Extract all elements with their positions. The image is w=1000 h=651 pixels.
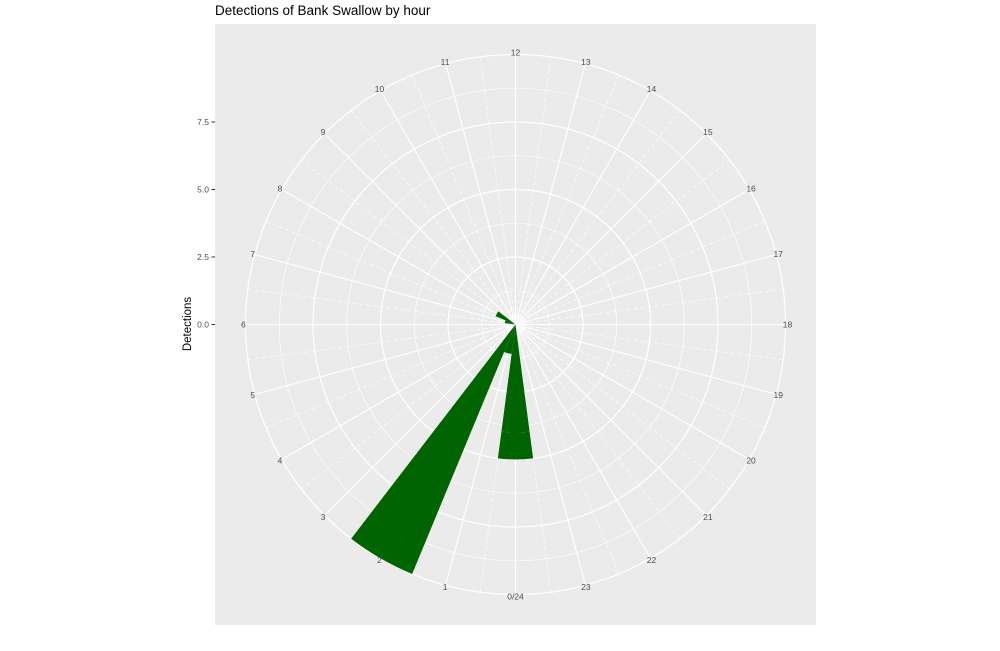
y-tick-label: 7.5 [197, 117, 209, 127]
hour-label: 9 [321, 127, 326, 137]
bar-hour-1 [504, 324, 516, 354]
bars [351, 311, 534, 574]
hour-label: 7 [250, 249, 255, 259]
grid-spoke-minor [515, 56, 552, 325]
grid-spoke-minor [515, 324, 681, 539]
grid-spoke-minor [515, 324, 766, 429]
grid-spoke [281, 189, 516, 325]
chart-title: Detections of Bank Swallow by hour [215, 3, 431, 18]
grid-spoke-minor [411, 74, 516, 325]
grid-spoke [254, 254, 516, 326]
grid-spoke [324, 133, 516, 325]
grid-spoke-minor [515, 74, 620, 325]
hour-label: 3 [321, 512, 326, 522]
hour-label: 11 [441, 57, 450, 67]
hour-label: 17 [773, 249, 783, 259]
grid-spoke-minor [479, 56, 516, 325]
grid-spoke [515, 323, 777, 395]
hour-label: 14 [647, 84, 657, 94]
hour-label: 0/24 [507, 592, 524, 602]
y-axis-ticks: 0.0 2.5 5.0 7.5 [197, 117, 215, 330]
grid-spoke [515, 324, 707, 516]
hour-label: 21 [703, 512, 713, 522]
hour-label: 10 [375, 84, 385, 94]
hour-label: 18 [783, 320, 793, 330]
bar-hour-24 [497, 431, 534, 460]
grid-spoke [515, 189, 750, 325]
hour-label: 12 [511, 48, 521, 58]
bar-hour-24 [501, 324, 530, 433]
grid-spoke-minor [247, 288, 516, 325]
grid-spoke [281, 324, 516, 460]
bar-hour-8 [495, 311, 516, 325]
grid-spoke [254, 323, 516, 395]
bar-hour-7 [504, 320, 516, 325]
grid-spoke-minor [515, 324, 784, 361]
hour-label: 13 [581, 57, 591, 67]
y-tick-label: 0.0 [197, 320, 209, 330]
grid-spoke-minor [265, 324, 516, 429]
grid-spoke [445, 63, 517, 325]
grid-spoke-minor [350, 110, 516, 325]
grid-spoke-minor [515, 324, 730, 490]
grid-spoke [324, 324, 516, 516]
hour-label: 23 [581, 582, 591, 592]
hour-label: 19 [773, 390, 783, 400]
grid-spoke-minor [301, 159, 516, 325]
hour-label: 8 [278, 184, 283, 194]
grid-spoke-minor [515, 324, 620, 575]
grid-spoke-minor [515, 110, 681, 325]
grid-spoke [515, 324, 651, 559]
hour-labels: 12345678910111213141516171819202122230/2… [241, 48, 792, 602]
hour-label: 6 [241, 320, 246, 330]
hour-label: 20 [746, 456, 756, 466]
grid-spoke-minor [247, 324, 516, 361]
grid-spoke [515, 90, 651, 325]
grid-spoke-minor [301, 324, 516, 490]
hour-label: 5 [250, 390, 255, 400]
hour-label: 22 [647, 555, 657, 565]
hour-label: 15 [703, 127, 713, 137]
y-tick-label: 5.0 [197, 185, 209, 195]
grid-spoke [514, 63, 586, 325]
grid-spoke [514, 324, 586, 586]
hour-label: 16 [746, 184, 756, 194]
grid-spoke [515, 133, 707, 325]
hour-label: 1 [443, 582, 448, 592]
grid-spoke-minor [515, 288, 784, 325]
grid-spoke-minor [515, 220, 766, 325]
grid-spoke [515, 324, 750, 460]
hour-label: 2 [377, 555, 382, 565]
grid-spoke [445, 324, 517, 586]
grid-spoke-minor [515, 159, 730, 325]
grid-spoke [515, 254, 777, 326]
hour-label: 4 [278, 456, 283, 466]
bar-hour-2 [351, 324, 516, 574]
grid-spoke [380, 90, 516, 325]
y-tick-label: 2.5 [197, 252, 209, 262]
grid-spoke-minor [265, 220, 516, 325]
